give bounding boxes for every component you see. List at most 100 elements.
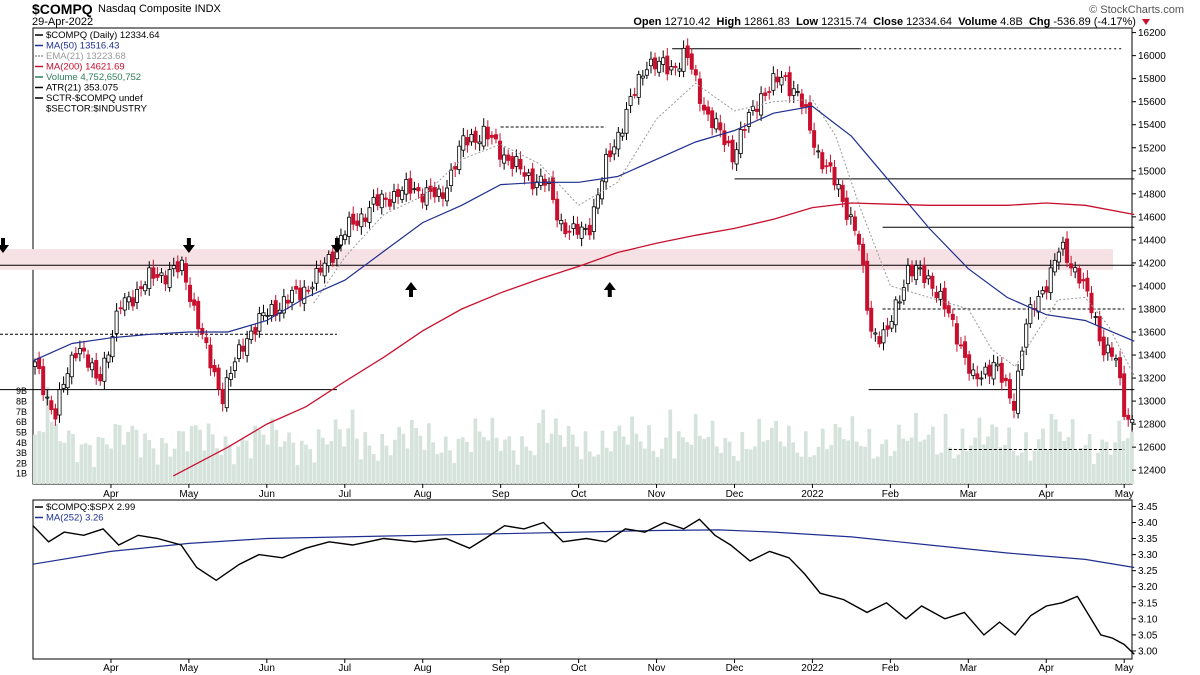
candle-body [498,140,503,160]
volume-bar [439,452,444,484]
volume-bar [409,419,414,484]
candle-body [628,96,633,106]
volume-bar [333,419,338,484]
volume-bar [435,454,440,484]
volume-bar [943,413,948,484]
volume-bar [833,423,838,484]
candle-body [285,299,290,304]
volume-bar [875,456,880,484]
volume-bar [503,439,507,484]
candle-body [808,102,813,131]
candle-body [322,262,327,277]
month-tick-label: Mar [960,663,978,674]
volume-bar [1045,449,1050,484]
month-tick-label: Jul [338,489,351,500]
candle-body [600,180,605,200]
volume-bar [549,433,554,484]
volume-bar [693,414,698,484]
candle-body [640,75,645,79]
volume-tick-label: 2B [16,458,27,468]
volume-bar [342,446,346,484]
month-tick-label: Nov [648,663,666,674]
volume-bar [820,428,825,484]
legend-item: $SECTOR:$INDUSTRY [46,104,148,115]
volume-bar [863,446,867,484]
volume-bar [1062,440,1067,484]
ratio-panel-frame [32,499,1133,660]
volume-bar [998,447,1003,484]
candle-body [1122,373,1127,417]
volume-bar [1053,419,1058,484]
price-tick-label: 14600 [1138,212,1166,223]
candle-body [449,169,454,186]
candle-body [208,344,213,369]
legend-item: EMA(21) 13223.68 [46,51,126,62]
candle-body [445,187,450,202]
candle-body [979,377,984,380]
volume-bar [888,455,893,484]
volume-bar [782,446,787,484]
ema21-line [313,82,1135,377]
candle-body [1065,238,1070,263]
volume-bar [748,449,753,484]
volume-bar [354,438,359,484]
volume-bar [236,446,241,484]
volume-bar [892,451,897,484]
candle-body [106,354,111,363]
volume-bar [469,452,474,484]
legend-item: SCTR-$COMPQ undef [46,93,143,104]
volume-bar [54,424,58,484]
volume-bar [249,458,253,484]
volume-bar [448,450,452,484]
volume-bar [914,413,918,484]
candle-body [612,146,617,155]
candle-body [90,362,95,371]
volume-bar [757,418,762,484]
candle-body [69,354,74,378]
volume-bar [117,425,122,484]
candle-body [632,94,637,96]
price-tick-label: 14200 [1138,258,1166,269]
ratio-panel: Apr May Jun Jul Aug Sep Oct Nov Dec 2022 Feb Mar Apr… [32,499,1158,674]
down-arrow-icon [182,238,195,253]
volume-bar [592,456,596,484]
candle-body [559,220,564,225]
candle-body [391,191,396,203]
candle-body [387,199,392,207]
candle-body [1020,350,1025,370]
candle-body [1097,316,1102,342]
candle-body [661,57,666,65]
close-value: 12334.64 [906,16,953,28]
ratio-line [32,518,1135,655]
candle-body [167,269,172,288]
candle-body [114,310,119,334]
volume-bar [761,441,766,484]
candle-body [669,66,674,71]
candle-body [657,60,662,73]
volume-bar [604,447,609,484]
candle-body [330,251,335,263]
volume-bar [1007,427,1011,484]
stockcharts-brand[interactable]: © StockCharts.com [1089,4,1184,16]
volume-bar [1041,428,1045,484]
volume-bar [880,444,884,484]
candle-body [987,364,992,377]
candle-body [1118,357,1123,379]
volume-bar [681,437,685,484]
month-tick-label: Dec [726,489,744,500]
volume-bar [240,439,245,484]
candle-body [1052,259,1057,273]
volume-bar [651,450,656,484]
volume-bar [1011,450,1016,484]
volume-value: 4.8B [1000,16,1023,28]
volume-bar [626,444,630,484]
candle-body [608,150,613,158]
candle-body [518,158,523,170]
volume-bar [1125,438,1130,484]
volume-tick-label: 7B [16,407,27,417]
volume-bar [134,429,139,484]
candle-body [428,185,433,192]
volume-bar [380,433,385,484]
volume-bar [316,429,321,484]
